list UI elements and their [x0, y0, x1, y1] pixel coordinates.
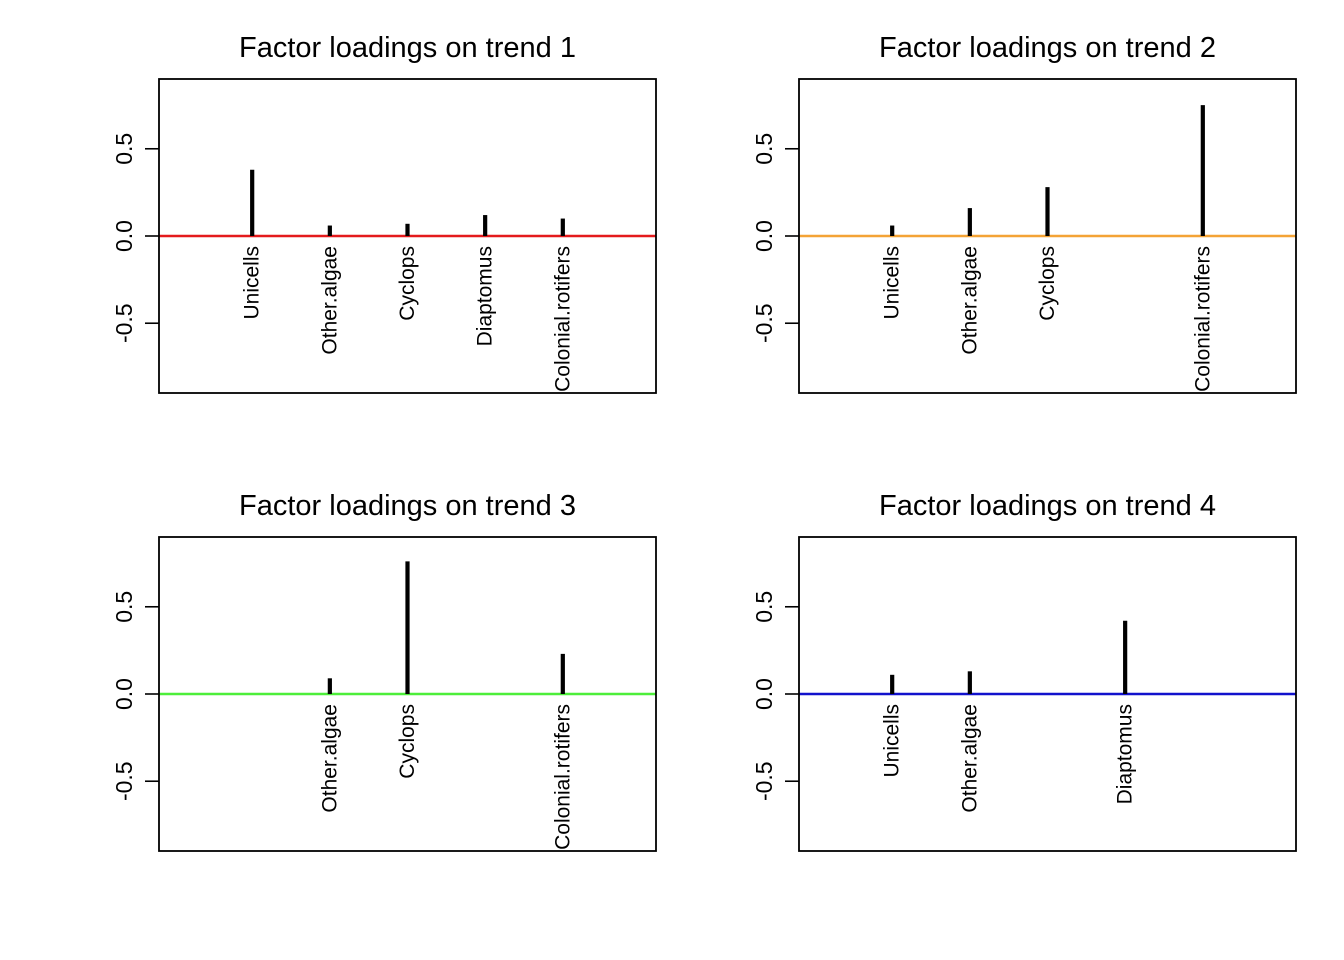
category-label: Cyclops	[396, 704, 419, 779]
category-label: Other.algae	[958, 246, 981, 355]
y-tick-label: -0.5	[111, 303, 137, 343]
y-tick-label: 0.5	[751, 591, 777, 623]
category-label: Unicells	[241, 246, 264, 320]
category-label: Diaptomus	[474, 246, 497, 346]
y-tick-label: 0.0	[111, 678, 137, 710]
chart-title: Factor loadings on trend 4	[879, 490, 1216, 522]
chart-panel-2: Factor loadings on trend 2 -0.5 0.0 0.5 Unic…	[751, 32, 1297, 394]
y-tick-label: 0.5	[751, 133, 777, 165]
category-label: Cyclops	[396, 246, 419, 321]
y-axis: -0.5 0.0 0.5	[111, 591, 159, 801]
chart-title: Factor loadings on trend 2	[879, 32, 1216, 64]
chart-title: Factor loadings on trend 1	[239, 32, 576, 64]
category-label: Other.algae	[318, 704, 341, 813]
category-label: Other.algae	[318, 246, 341, 355]
category-label: Colonial.rotifers	[1191, 246, 1214, 392]
y-axis: -0.5 0.0 0.5	[751, 591, 799, 801]
plot-frame	[158, 536, 657, 852]
category-label: Diaptomus	[1114, 704, 1137, 804]
category-label: Colonial.rotifers	[551, 246, 574, 392]
plot-frame	[158, 78, 657, 394]
chart-panel-4: Factor loadings on trend 4 -0.5 0.0 0.5 Unic…	[751, 490, 1297, 852]
y-tick-label: 0.5	[111, 133, 137, 165]
y-tick-label: 0.0	[751, 220, 777, 252]
y-axis: -0.5 0.0 0.5	[111, 133, 159, 343]
y-tick-label: 0.0	[751, 678, 777, 710]
y-tick-label: 0.0	[111, 220, 137, 252]
plot-frame	[798, 536, 1297, 852]
category-label: Other.algae	[958, 704, 981, 813]
plot-frame	[798, 78, 1297, 394]
y-axis: -0.5 0.0 0.5	[751, 133, 799, 343]
category-label: Unicells	[881, 246, 904, 320]
chart-panel-3: Factor loadings on trend 3 -0.5 0.0 0.5 Othe…	[111, 490, 657, 852]
chart-title: Factor loadings on trend 3	[239, 490, 576, 522]
chart-panel-1: Factor loadings on trend 1 -0.5 0.0 0.5 Unic…	[111, 32, 657, 394]
category-label: Cyclops	[1036, 246, 1059, 321]
y-tick-label: -0.5	[751, 761, 777, 801]
y-tick-label: -0.5	[751, 303, 777, 343]
category-label: Unicells	[881, 704, 904, 778]
y-tick-label: -0.5	[111, 761, 137, 801]
y-tick-label: 0.5	[111, 591, 137, 623]
category-label: Colonial.rotifers	[551, 704, 574, 850]
